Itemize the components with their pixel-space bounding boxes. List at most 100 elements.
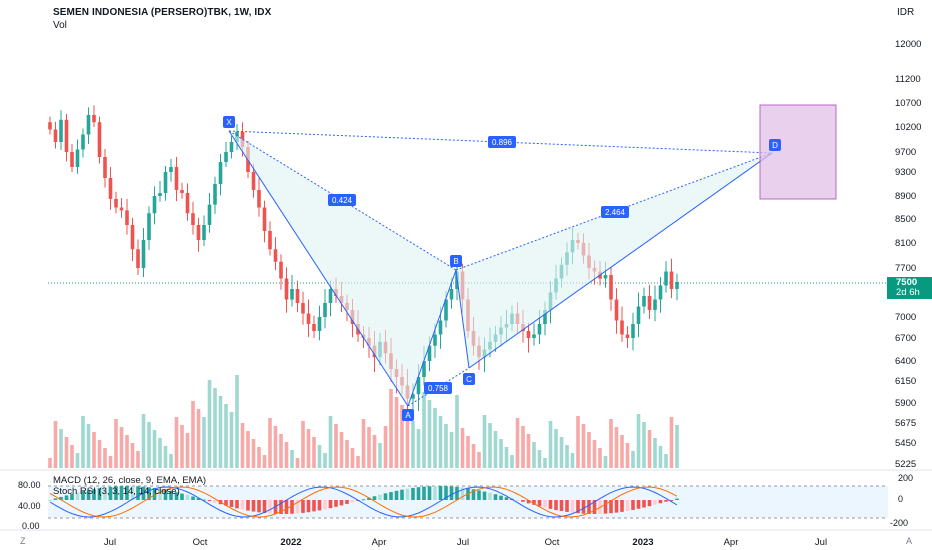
volume-bar [537, 450, 542, 468]
macd-bar [262, 500, 267, 514]
volume-bar [207, 380, 212, 468]
pattern-point-label: A [405, 411, 411, 420]
candle-body [185, 193, 190, 214]
candle-body [543, 310, 547, 324]
volume-bar [405, 413, 410, 468]
macd-bar [642, 500, 646, 508]
candle-body [119, 207, 124, 211]
candle-body [658, 285, 663, 300]
price-tick-label: 8100 [895, 238, 916, 249]
macd-bar [427, 486, 432, 500]
candle-body [268, 231, 272, 250]
macd-bar [103, 487, 107, 500]
price-tick-label: 5675 [895, 418, 916, 429]
macd-bar [147, 487, 151, 500]
price-tick-label: 11200 [895, 74, 921, 85]
macd-bar [350, 500, 355, 503]
volume-bar [592, 440, 597, 468]
candle-body [147, 213, 151, 240]
candle-body [306, 313, 311, 324]
volume-bar [598, 448, 602, 468]
volume-bar [394, 397, 399, 468]
volume-bar [570, 453, 575, 468]
pattern-point-d [769, 139, 781, 151]
stoch-rsi-legend[interactable]: Stoch RSI (3, 3, 14, 14, close) [53, 486, 180, 497]
volume-bar [433, 408, 437, 468]
price-tick-label: 7000 [895, 312, 916, 323]
candle-body [59, 119, 63, 142]
volume-bar [636, 414, 641, 468]
macd-bar [570, 500, 575, 513]
pattern-point-x [223, 116, 235, 128]
candle-body [416, 377, 421, 395]
volume-bar [565, 445, 569, 468]
macd-bar [647, 500, 652, 507]
candle-body [675, 282, 679, 289]
macd-bar [97, 488, 102, 500]
pattern-ratio-label: 2.464 [605, 208, 626, 217]
macd-bar [240, 500, 245, 510]
candle-body [108, 178, 113, 199]
macd-bar [664, 500, 668, 502]
symbol-title[interactable]: SEMEN INDONESIA (PERSERO)TBK, 1W, IDX [53, 7, 272, 18]
macd-bar [86, 490, 91, 500]
price-tick-label: 7700 [895, 263, 916, 274]
volume-bar [339, 432, 344, 468]
volume-bar [328, 416, 333, 468]
timezone-button[interactable]: Z [20, 536, 26, 546]
volume-bar [455, 395, 459, 468]
macd-bar [378, 494, 382, 500]
volume-bar [81, 416, 85, 468]
volume-bar [543, 458, 547, 468]
candle-body [163, 172, 168, 193]
macd-bar [345, 500, 349, 504]
candle-body [103, 157, 107, 178]
time-tick-label: Apr [724, 537, 739, 548]
macd-bar [185, 495, 190, 500]
volume-bar [367, 427, 371, 468]
macd-bar [477, 490, 481, 500]
volume-bar [422, 392, 426, 468]
volume-bar [438, 416, 443, 468]
candle-body [114, 198, 118, 208]
candle-body [290, 289, 294, 300]
candle-body [312, 324, 316, 331]
candle-body [136, 249, 140, 268]
candle-body [532, 334, 536, 338]
macd-legend[interactable]: MACD (12, 26, close, 9, EMA, EMA) [53, 475, 207, 486]
macd-bar [328, 500, 333, 509]
volume-bar [180, 425, 184, 468]
macd-bar [323, 500, 327, 510]
macd-bar [455, 486, 459, 500]
candle-body [191, 213, 195, 225]
price-tick-label: 9700 [895, 147, 916, 158]
volume-bar [559, 437, 564, 468]
stoch-tick-label: 0.00 [22, 521, 40, 531]
macd-bar [614, 500, 619, 513]
volume-bar [92, 432, 96, 468]
macd-bar [284, 500, 289, 514]
time-tick-label: Jul [457, 537, 469, 548]
auto-scale-button[interactable]: A [906, 536, 913, 546]
volume-label[interactable]: Vol [53, 20, 67, 31]
volume-bar [147, 422, 151, 468]
macd-bar [482, 491, 487, 500]
macd-bar [438, 486, 443, 500]
volume-bar [257, 447, 261, 468]
volume-bar [625, 443, 630, 468]
macd-bar [504, 497, 509, 500]
volume-bar [554, 429, 558, 468]
macd-bar [587, 500, 591, 514]
volume-bar [477, 452, 481, 468]
volume-bar [334, 424, 338, 468]
candle-body [213, 184, 217, 205]
candle-body [97, 122, 102, 157]
volume-bar [163, 446, 168, 468]
volume-bar [603, 456, 608, 468]
macd-bar [64, 495, 69, 500]
volume-bar [136, 451, 140, 468]
macd-bar [543, 500, 547, 508]
candle-body [433, 334, 437, 346]
stoch-d-line [49, 486, 678, 518]
